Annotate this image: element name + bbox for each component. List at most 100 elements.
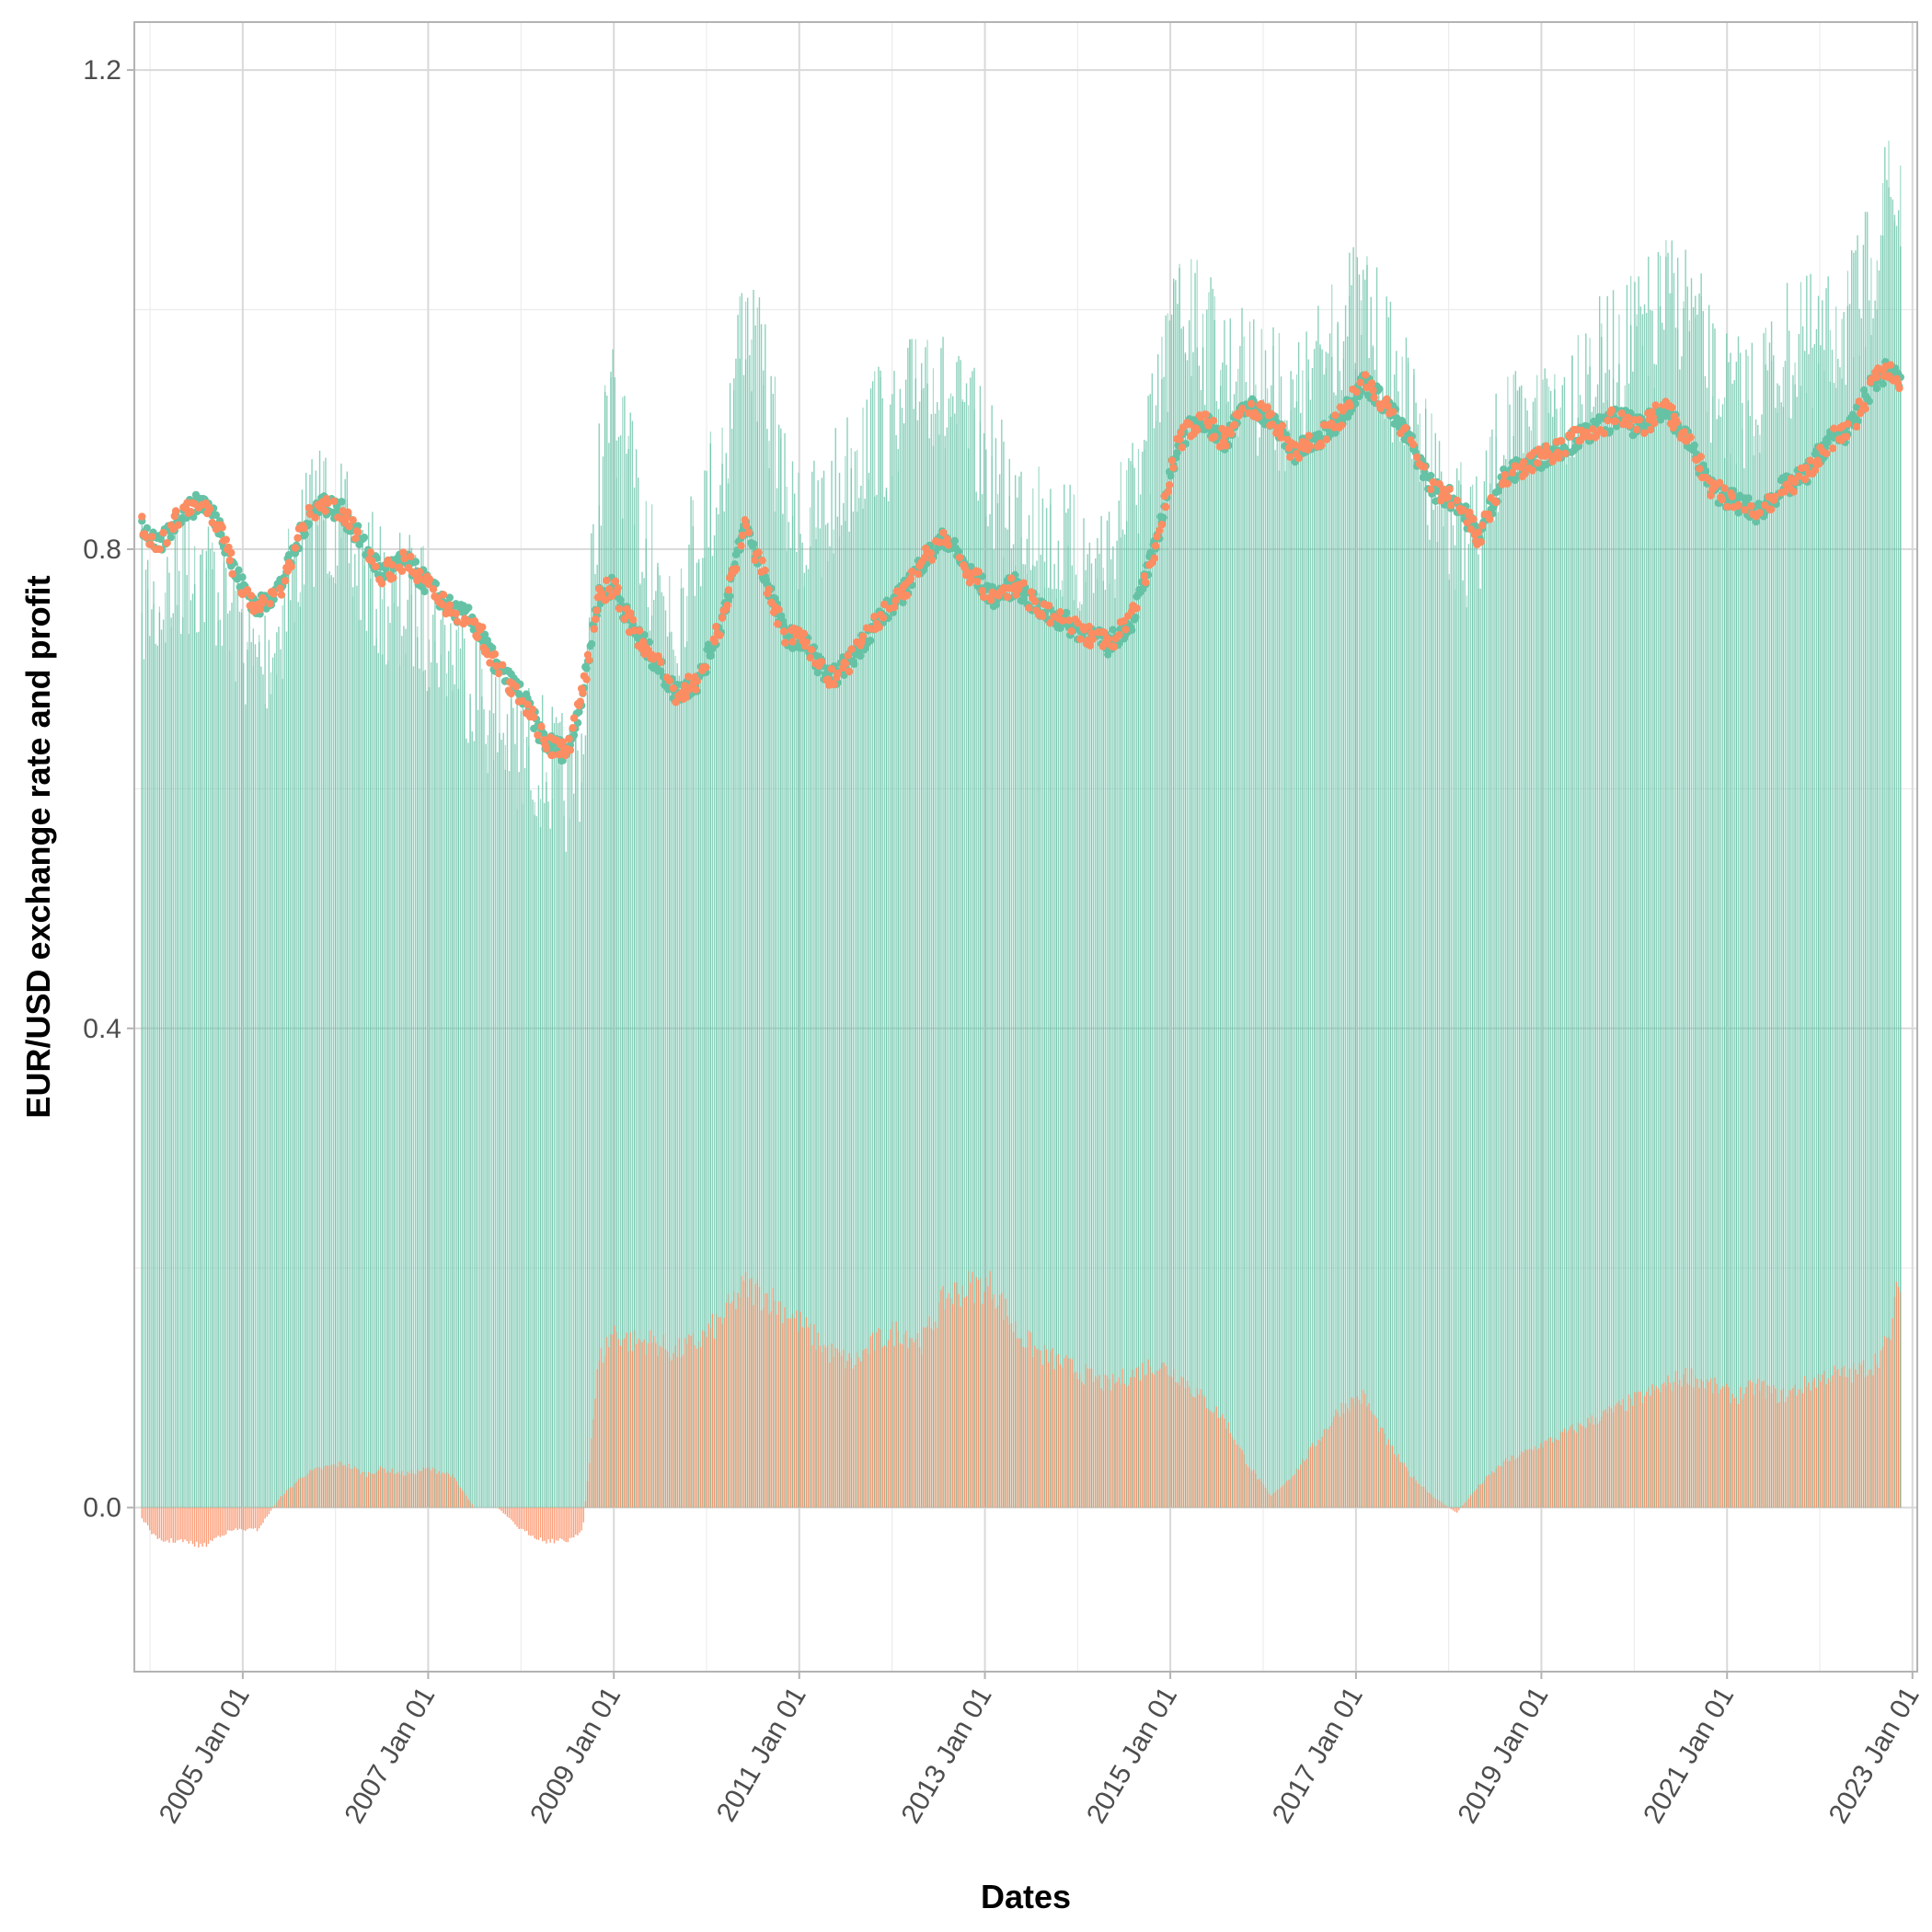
rate-point-orange — [293, 534, 302, 542]
x-tick-label: 2017 Jan 01 — [1267, 1682, 1369, 1829]
rate-point-orange — [654, 652, 662, 661]
rate-point-orange — [601, 596, 610, 604]
rate-point-orange — [1478, 521, 1487, 530]
rate-point-orange — [973, 577, 982, 586]
rate-point-green — [143, 523, 151, 533]
rate-point-orange — [227, 548, 236, 558]
rate-point-orange — [1519, 458, 1528, 466]
y-tick-label: 0.8 — [83, 535, 121, 565]
rate-point-green — [707, 651, 715, 660]
rate-point-orange — [844, 651, 852, 660]
rate-point-orange — [1030, 597, 1040, 605]
rate-point-orange — [1006, 574, 1016, 582]
rate-point-orange — [400, 554, 408, 563]
rate-point-orange — [1409, 440, 1418, 449]
rate-point-orange — [1728, 492, 1737, 501]
y-tick-label: 0.0 — [83, 1493, 121, 1524]
rate-point-orange — [1153, 533, 1161, 541]
rate-point-orange — [845, 667, 854, 676]
rate-point-orange — [1811, 466, 1820, 475]
rate-point-green — [899, 598, 907, 607]
rate-point-orange — [1067, 627, 1075, 636]
rate-point-orange — [542, 744, 551, 753]
rate-point-green — [1606, 427, 1615, 435]
rate-point-orange — [1861, 405, 1869, 413]
rate-point-orange — [1707, 491, 1715, 500]
rate-point-orange — [576, 697, 584, 706]
rate-point-orange — [528, 705, 537, 714]
rate-point-orange — [324, 499, 332, 508]
rate-point-orange — [1086, 641, 1095, 650]
rate-point-orange — [875, 623, 883, 631]
rate-point-orange — [1286, 453, 1294, 462]
rate-point-green — [726, 592, 734, 601]
rate-point-orange — [669, 684, 678, 693]
rate-point-orange — [1830, 424, 1838, 432]
rate-point-orange — [1085, 622, 1093, 631]
rate-point-green — [1752, 517, 1760, 526]
rate-point-green — [489, 643, 497, 652]
rate-point-orange — [1140, 572, 1149, 581]
rate-point-orange — [615, 604, 624, 613]
rate-point-orange — [1842, 432, 1851, 441]
rate-point-orange — [585, 656, 593, 664]
rate-point-orange — [775, 605, 783, 614]
rate-point-orange — [1370, 393, 1378, 402]
rate-point-orange — [247, 592, 256, 600]
rate-point-orange — [1420, 463, 1429, 471]
rate-point-orange — [569, 724, 577, 732]
rate-point-green — [1104, 650, 1112, 659]
rate-point-orange — [1444, 493, 1453, 501]
rate-point-orange — [566, 746, 575, 754]
rate-point-orange — [558, 738, 567, 746]
rate-point-orange — [1401, 423, 1410, 432]
rate-point-orange — [744, 528, 753, 536]
rate-point-orange — [1844, 420, 1852, 428]
rate-point-orange — [1584, 432, 1593, 441]
rate-point-orange — [453, 617, 462, 626]
rate-point-orange — [1466, 525, 1476, 534]
rate-point-orange — [1254, 412, 1263, 421]
rate-point-orange — [478, 623, 487, 631]
rate-point-orange — [1741, 506, 1749, 514]
rate-point-orange — [1115, 631, 1123, 639]
rate-point-orange — [1211, 432, 1219, 441]
rate-point-orange — [1157, 520, 1167, 529]
rate-point-orange — [1886, 361, 1895, 369]
rate-point-green — [238, 573, 247, 581]
rate-point-orange — [692, 685, 700, 694]
rate-point-orange — [712, 623, 720, 631]
rate-point-orange — [259, 595, 268, 604]
rate-point-orange — [1548, 457, 1557, 466]
rate-point-orange — [1533, 459, 1542, 467]
rate-point-orange — [494, 669, 503, 678]
rate-point-orange — [1607, 406, 1616, 415]
rate-point-orange — [1076, 635, 1085, 643]
rate-point-orange — [266, 599, 274, 608]
rate-point-orange — [438, 600, 446, 609]
rate-point-orange — [1715, 478, 1724, 487]
rate-point-orange — [870, 612, 879, 621]
rate-point-orange — [205, 504, 214, 513]
rate-point-orange — [1204, 421, 1213, 430]
rate-point-orange — [1508, 468, 1517, 477]
rate-point-orange — [1175, 435, 1184, 444]
rate-point-orange — [1823, 449, 1831, 458]
rate-point-green — [167, 533, 175, 542]
rate-point-orange — [758, 556, 766, 565]
x-tick-label: 2007 Jan 01 — [339, 1682, 441, 1829]
rate-point-orange — [817, 658, 826, 666]
x-axis-title: Dates — [981, 1878, 1071, 1915]
rate-point-orange — [1388, 408, 1397, 416]
rate-point-orange — [537, 722, 546, 730]
rate-point-orange — [1039, 612, 1047, 621]
rate-point-orange — [765, 585, 773, 593]
rate-point-green — [582, 664, 591, 673]
rate-point-orange — [1852, 422, 1861, 431]
rate-point-green — [1159, 513, 1167, 522]
rate-point-orange — [1528, 466, 1536, 475]
rate-point-orange — [1192, 426, 1202, 434]
rate-point-orange — [1025, 604, 1033, 612]
rate-point-orange — [1278, 421, 1287, 430]
